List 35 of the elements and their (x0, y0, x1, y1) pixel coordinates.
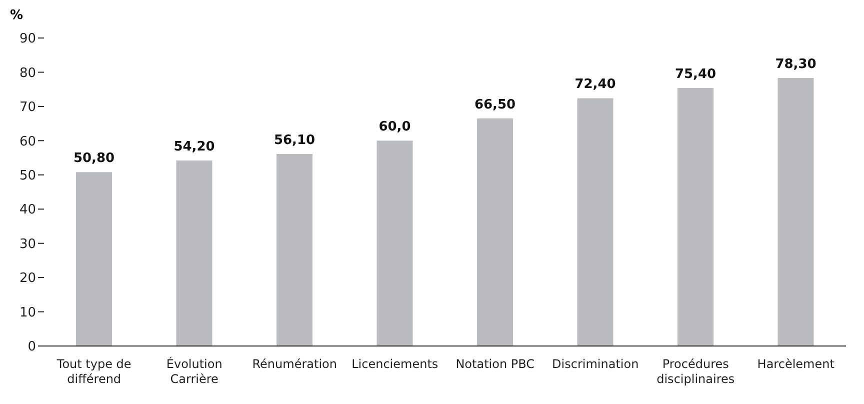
x-tick-label: Harcèlement (757, 357, 835, 371)
data-label: 66,50 (474, 97, 516, 112)
bar (678, 88, 714, 346)
x-tick-label: Notation PBC (456, 357, 535, 371)
y-tick-label: 0 (28, 340, 36, 355)
bar (176, 160, 212, 346)
y-tick-label: 20 (19, 271, 36, 286)
x-tick-label: Licenciements (352, 357, 438, 371)
x-tick-label: Procédures disciplinaires (656, 357, 735, 386)
x-tick-label: Rénumération (252, 357, 337, 371)
y-tick-label: 40 (19, 202, 36, 218)
y-tick-label: 60 (19, 134, 36, 150)
bar (577, 98, 614, 346)
bar (76, 172, 112, 346)
x-tick-label: Évolution Carrière (166, 356, 222, 386)
x-tick-label: Discrimination (552, 357, 639, 371)
bar (477, 118, 513, 346)
y-tick-label: 30 (19, 236, 36, 252)
y-axis-title: % (10, 8, 24, 23)
data-label: 78,30 (775, 57, 816, 72)
y-tick-label: 50 (19, 168, 36, 184)
y-tick-label: 10 (19, 305, 36, 320)
bar (376, 140, 413, 346)
y-tick-label: 70 (19, 100, 36, 116)
y-tick-label: 80 (19, 66, 36, 81)
x-tick-label: Tout type de différend (56, 357, 132, 386)
data-label: 50,80 (73, 151, 115, 166)
data-label: 54,20 (174, 140, 215, 155)
data-label: 56,10 (274, 133, 316, 148)
bar (778, 78, 814, 346)
data-label: 60,0 (378, 120, 411, 135)
data-label: 75,40 (674, 66, 716, 82)
y-tick-label: 90 (19, 32, 36, 47)
data-label: 72,40 (574, 77, 616, 92)
bar (276, 154, 312, 346)
